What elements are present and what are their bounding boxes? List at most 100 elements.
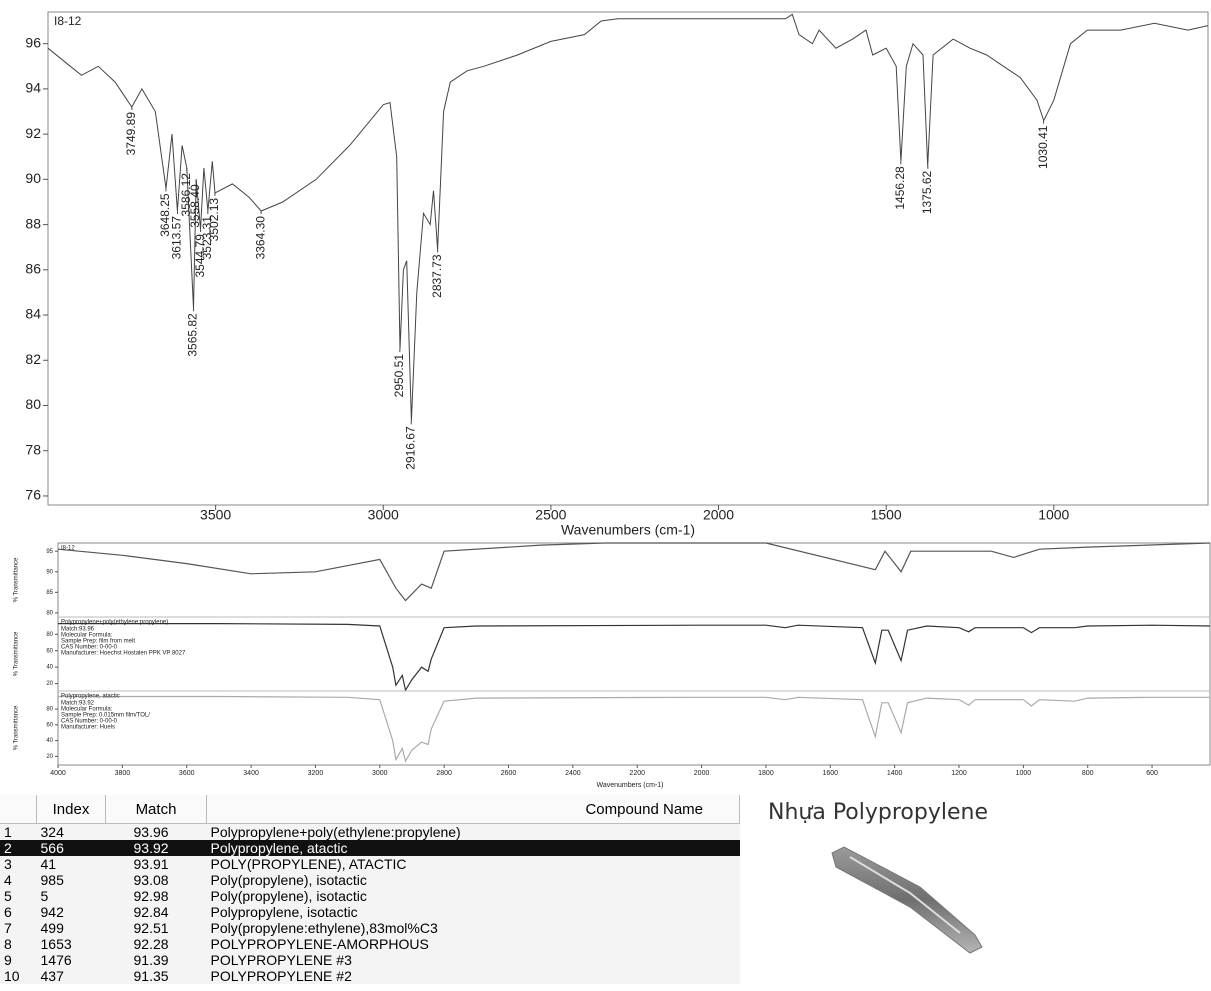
y-tick-label: 60: [46, 722, 53, 728]
panel-title: I8-12: [61, 546, 75, 552]
spectrum-line: [58, 624, 1210, 691]
y-tick-label: 80: [46, 707, 53, 713]
table-cell: 93.92: [106, 840, 207, 856]
x-tick-label: 3500: [200, 507, 231, 523]
table-cell: POLYPROPYLENE-AMORPHOUS: [207, 936, 740, 952]
x-axis-label: Wavenumbers (cm-1): [596, 782, 663, 789]
main-frame: [48, 12, 1208, 505]
panel-info: Manufacturer: Hoechst Hostalen PPK VP 80…: [61, 651, 186, 657]
peak-label: 3565.82: [186, 313, 200, 357]
x-tick-label: 2000: [703, 507, 734, 523]
header-cell: Compound Name: [207, 795, 740, 824]
panel-title: Polypropylene+poly(ethylene:propylene): [61, 620, 168, 626]
y-tick-label: 20: [46, 681, 53, 687]
x-tick-label: 1200: [951, 770, 967, 777]
peak-label: 1030.41: [1036, 125, 1050, 169]
x-tick-label: 3600: [179, 770, 195, 777]
compare-frame: [58, 543, 1210, 765]
table-cell: 92.98: [106, 888, 207, 904]
x-tick-label: 1000: [1016, 770, 1032, 777]
peak-label: 1375.62: [920, 170, 934, 214]
y-tick-label: 80: [46, 610, 53, 616]
table-cell: Polypropylene+poly(ethylene:propylene): [207, 824, 740, 841]
x-tick-label: 2400: [565, 770, 581, 777]
x-axis-label: Wavenumbers (cm-1): [561, 522, 695, 538]
table-cell: 942: [37, 904, 106, 920]
peak-label: 3749.89: [124, 112, 138, 156]
y-axis-label: % Transmittance: [14, 705, 20, 750]
spectrum-line: [58, 697, 1210, 762]
x-tick-label: 800: [1082, 770, 1094, 777]
table-cell: 1476: [37, 952, 106, 968]
table-cell: 4: [0, 872, 37, 888]
peak-label: 2950.51: [392, 354, 406, 398]
table-cell: 5: [0, 888, 37, 904]
header-cell: [0, 795, 37, 824]
y-tick-label: 80: [46, 632, 53, 638]
table-cell: 93.08: [106, 872, 207, 888]
x-tick-label: 1400: [887, 770, 903, 777]
table-cell: 1: [0, 824, 37, 841]
charts: I8-12 Wavenumbers (cm-1) Wavenumbers (cm…: [0, 0, 1211, 792]
table-cell: 3: [0, 856, 37, 872]
table-cell: Poly(propylene), isotactic: [207, 888, 740, 904]
table-cell: 10: [0, 968, 37, 984]
header-cell: Index: [37, 795, 106, 824]
y-axis-label: % Transmittance: [14, 557, 20, 602]
y-axis-label: % Transmittance: [14, 631, 20, 676]
panel-info: Manufacturer: Huels: [61, 725, 115, 731]
table-cell: 7: [0, 920, 37, 936]
panel-title: Polypropylene, atactic: [61, 694, 120, 700]
y-tick-label: 40: [46, 665, 53, 671]
photo: [800, 835, 1000, 965]
table-cell: 2: [0, 840, 37, 856]
x-tick-label: 1000: [1038, 507, 1069, 523]
x-tick-label: 600: [1146, 770, 1158, 777]
table-cell: Polypropylene, atactic: [207, 840, 740, 856]
y-tick-label: 80: [25, 396, 41, 412]
y-tick-label: 90: [46, 569, 53, 575]
y-tick-label: 78: [25, 441, 41, 457]
x-tick-label: 2600: [501, 770, 517, 777]
y-tick-label: 85: [46, 590, 53, 596]
x-tick-label: 1800: [758, 770, 774, 777]
x-tick-label: 2000: [694, 770, 710, 777]
table-cell: 5: [37, 888, 106, 904]
y-tick-label: 82: [25, 351, 41, 367]
table-cell: 1653: [37, 936, 106, 952]
table-cell: 92.28: [106, 936, 207, 952]
peak-label: 3613.57: [170, 216, 184, 260]
table-cell: 8: [0, 936, 37, 952]
table-cell: 985: [37, 872, 106, 888]
table-cell: 92.84: [106, 904, 207, 920]
peak-label: 2837.73: [430, 254, 444, 298]
y-tick-label: 88: [25, 215, 41, 231]
photo-title: Nhựa Polypropylene: [768, 800, 988, 825]
y-tick-label: 94: [25, 80, 41, 96]
y-tick-label: 60: [46, 648, 53, 654]
y-tick-label: 76: [25, 487, 41, 503]
x-tick-label: 3000: [368, 507, 399, 523]
x-tick-label: 2800: [436, 770, 452, 777]
table-cell: 6: [0, 904, 37, 920]
table-cell: POLY(PROPYLENE), ATACTIC: [207, 856, 740, 872]
table-cell: 566: [37, 840, 106, 856]
table-cell: 9: [0, 952, 37, 968]
table-cell: 324: [37, 824, 106, 841]
y-tick-label: 20: [46, 754, 53, 760]
x-tick-label: 1600: [823, 770, 839, 777]
table-cell: 93.91: [106, 856, 207, 872]
header-row: Index Match Compound Name: [0, 795, 740, 824]
